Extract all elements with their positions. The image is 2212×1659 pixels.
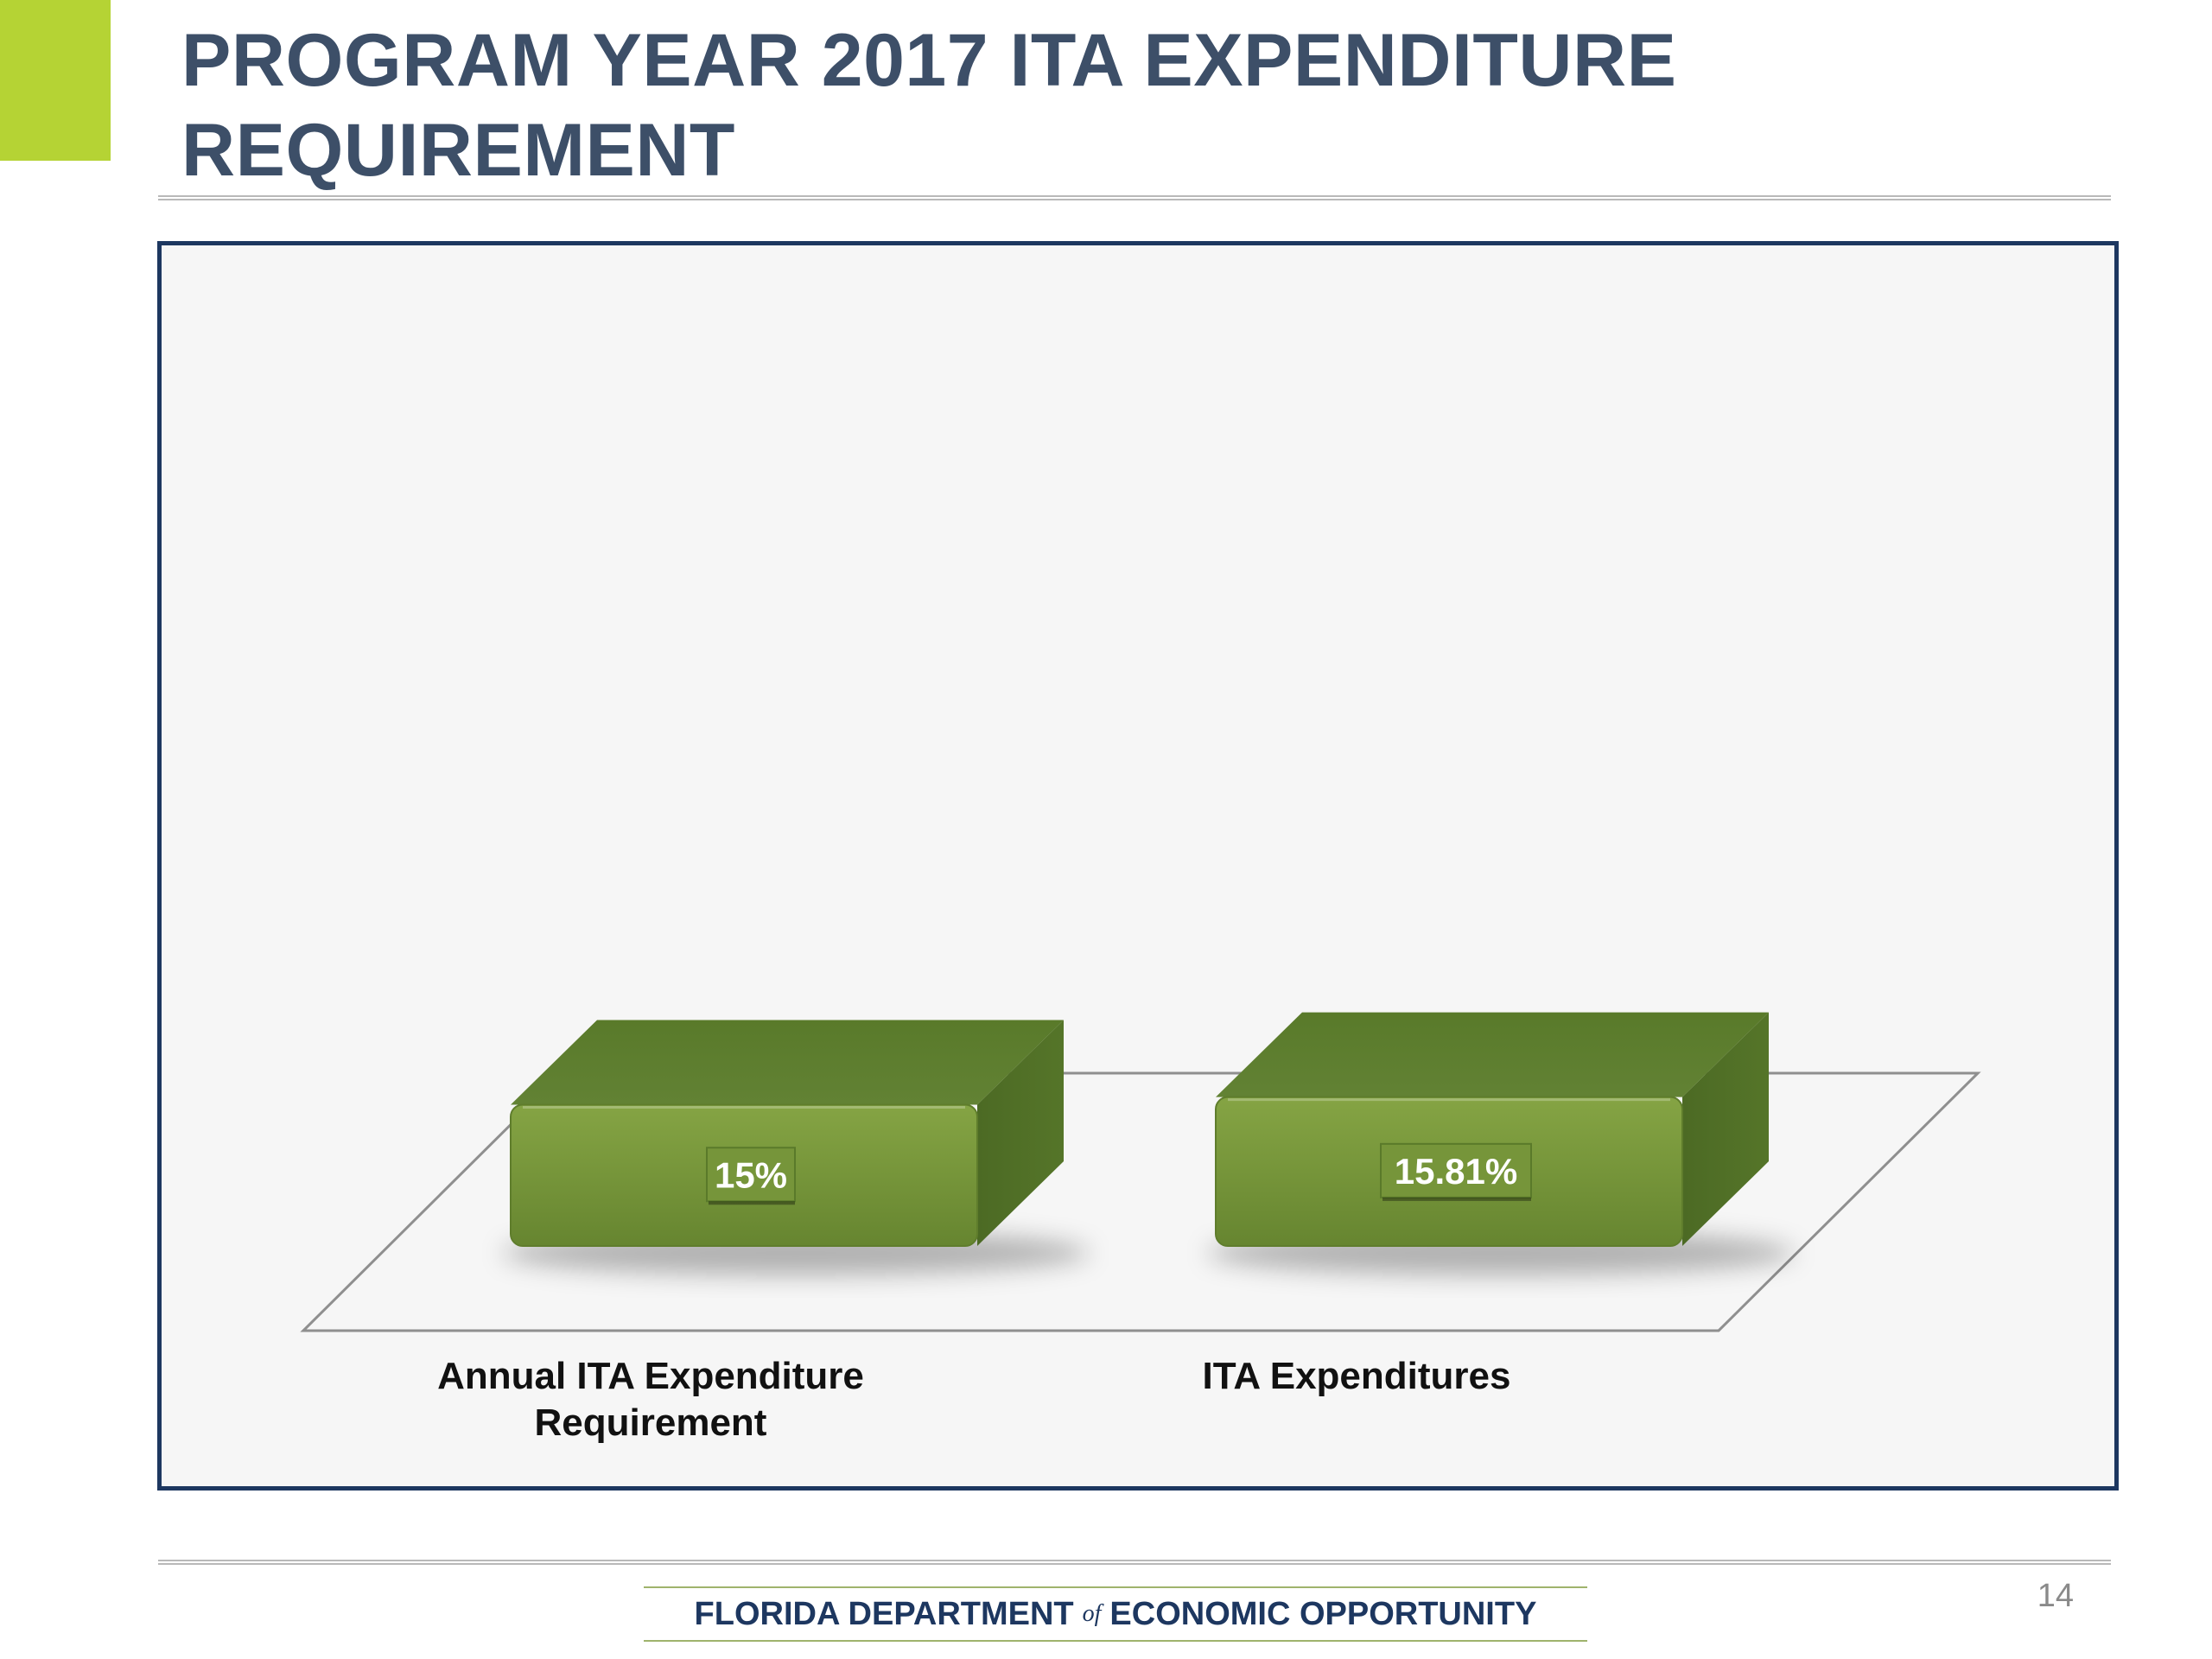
bar-side-face: [1682, 1012, 1769, 1246]
footer-logo: FLORIDA DEPARTMENT of ECONOMIC OPPORTUNI…: [644, 1586, 1587, 1642]
footer-divider: [158, 1560, 2111, 1565]
bar-chart: 15% 15.81%: [300, 1012, 1981, 1332]
bar-side-face: [977, 1020, 1064, 1246]
page-number: 14: [2037, 1578, 2074, 1614]
data-label: 15%: [715, 1154, 787, 1195]
chart-frame: 15% 15.81%: [157, 241, 2119, 1491]
data-label-box: [706, 1147, 796, 1203]
accent-block: [0, 0, 111, 161]
title-divider: [158, 195, 2111, 200]
footer-brand-of: of: [1082, 1600, 1102, 1627]
data-label-box: [1380, 1142, 1532, 1198]
bar-2: 15.81%: [1207, 1012, 1795, 1275]
bar-top-face: [1216, 1012, 1769, 1097]
category-label: Annual ITA Expenditure Requirement: [437, 1355, 864, 1444]
bar-top-face: [511, 1020, 1064, 1105]
slide-title: PROGRAM YEAR 2017 ITA EXPENDITURE REQUIR…: [181, 19, 1677, 192]
bars-layer: 15% 15.81%: [502, 1012, 1795, 1275]
category-label: ITA Expenditures: [1202, 1355, 1511, 1397]
footer-brand-part1: FLORIDA DEPARTMENT: [694, 1595, 1074, 1632]
footer-brand-part2: ECONOMIC OPPORTUNITY: [1109, 1595, 1537, 1632]
bar-1: 15%: [502, 1020, 1090, 1275]
data-label: 15.81%: [1395, 1151, 1517, 1192]
